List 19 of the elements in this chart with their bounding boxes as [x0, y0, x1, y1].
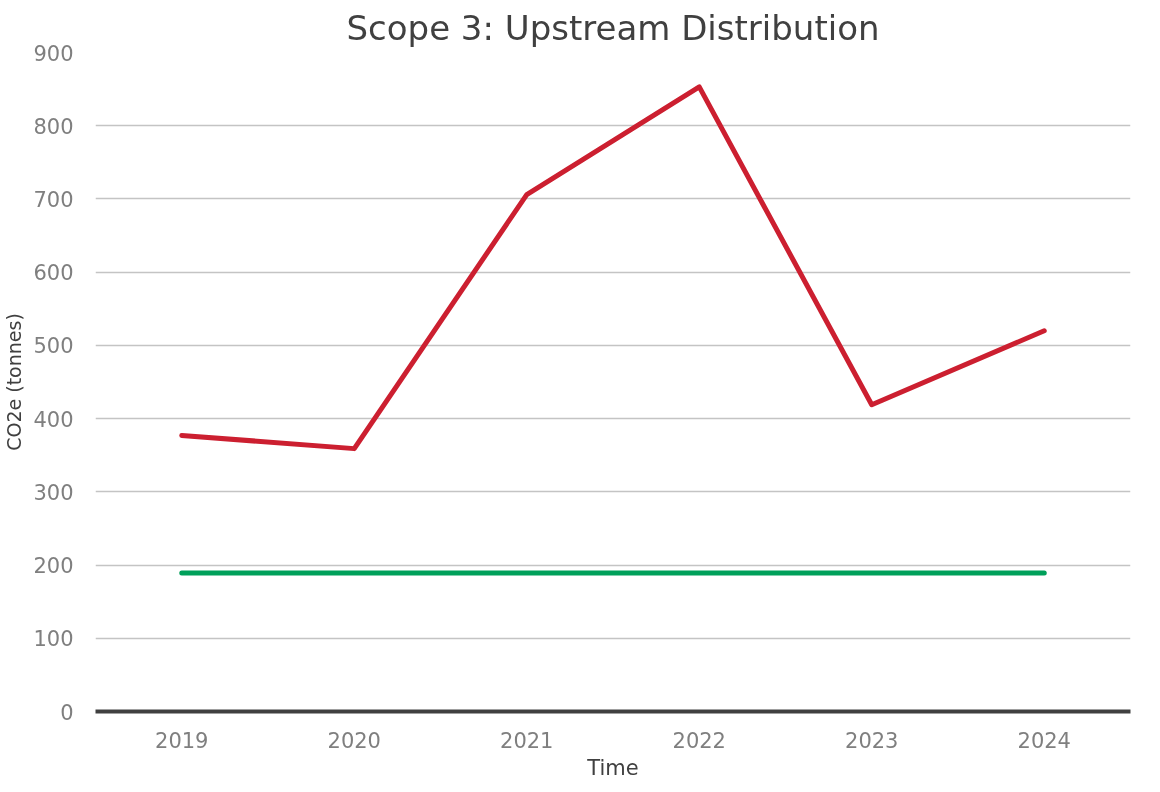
y-tick-label: 100	[33, 627, 74, 652]
chart-title: Scope 3: Upstream Distribution	[346, 7, 880, 48]
y-tick-label: 900	[33, 41, 74, 66]
y-tick-label: 0	[60, 700, 74, 725]
x-axis-title: Time	[586, 755, 639, 780]
y-axis-title: CO2e (tonnes)	[3, 313, 26, 451]
y-tick-label: 600	[33, 261, 74, 286]
x-tick-label: 2020	[327, 728, 381, 753]
y-tick-label: 500	[33, 334, 74, 359]
x-tick-label: 2019	[155, 728, 209, 753]
y-tick-label: 800	[33, 114, 74, 139]
x-tick-label: 2024	[1017, 728, 1071, 753]
x-tick-label: 2023	[845, 728, 899, 753]
y-tick-label: 200	[33, 554, 74, 579]
y-tick-label: 700	[33, 187, 74, 212]
x-tick-label: 2022	[672, 728, 726, 753]
y-tick-label: 300	[33, 480, 74, 505]
y-tick-label: 400	[33, 407, 74, 432]
x-tick-label: 2021	[500, 728, 554, 753]
